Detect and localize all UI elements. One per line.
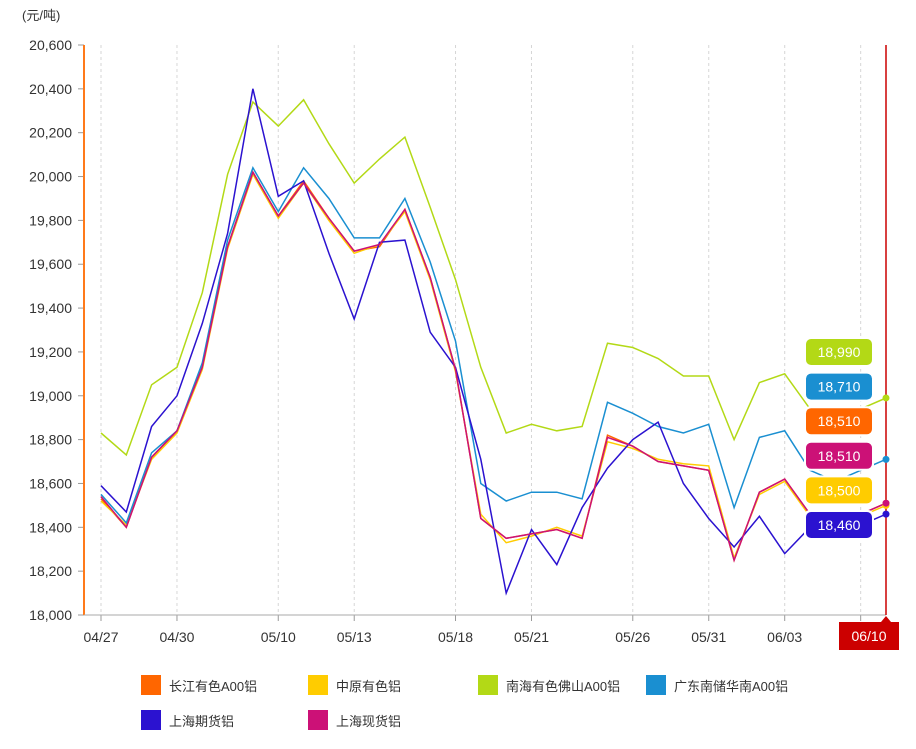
value-callout (806, 408, 872, 435)
series-line-3 (100, 166, 887, 525)
legend-label: 上海现货铝 (336, 713, 402, 729)
series-line-0 (100, 170, 887, 563)
value-callout (806, 339, 872, 365)
end-point-5 (882, 499, 890, 507)
legend-item[interactable]: 南海有色佛山A00铝 (478, 675, 620, 695)
value-callout (806, 477, 872, 504)
y-tick-label: 18,800 (29, 432, 72, 448)
y-tick-label: 18,200 (29, 563, 72, 579)
x-tick-label: 04/27 (83, 629, 118, 645)
cursor-date-pointer (881, 616, 891, 622)
value-callout-text: 18,710 (818, 379, 861, 395)
y-tick-label: 19,200 (29, 344, 72, 360)
y-unit-label: (元/吨) (22, 8, 60, 23)
y-tick-label: 20,600 (29, 37, 72, 53)
legend-item[interactable]: 上海现货铝 (308, 710, 401, 730)
legend-label: 中原有色铝 (336, 678, 402, 694)
value-callout-text: 18,500 (818, 482, 861, 498)
value-callout-text: 18,460 (818, 517, 861, 533)
value-callout-text: 18,990 (818, 344, 861, 360)
cursor-date-flag (839, 622, 899, 650)
y-tick-label: 18,000 (29, 607, 72, 623)
legend-swatch (646, 675, 666, 695)
legend-label: 长江有色A00铝 (169, 678, 258, 694)
overlay-layer: 18,990 18,710 18,510 18,510 18,500 18,460 06/1… (804, 45, 899, 650)
grid-layer (100, 45, 862, 615)
y-tick-label: 20,400 (29, 81, 72, 97)
legend-swatch (141, 675, 161, 695)
legend-item[interactable]: 中原有色铝 (308, 675, 401, 695)
y-tick-label: 19,400 (29, 300, 72, 316)
legend-label: 上海期货铝 (169, 713, 235, 729)
y-tick-label: 19,600 (29, 256, 72, 272)
x-tick-label: 05/31 (691, 629, 726, 645)
series-line-2 (100, 98, 887, 457)
cursor-date-text: 06/10 (851, 628, 886, 644)
y-tick-label: 19,800 (29, 212, 72, 228)
legend-swatch (141, 710, 161, 730)
y-tick-label: 18,600 (29, 475, 72, 491)
value-callout-text: 18,510 (818, 413, 861, 429)
x-tick-label: 04/30 (159, 629, 194, 645)
end-point-4 (882, 510, 890, 518)
series-line-4 (100, 88, 887, 596)
end-point-3 (882, 455, 890, 463)
x-tick-label: 05/18 (438, 629, 473, 645)
y-tick-label: 18,400 (29, 519, 72, 535)
x-tick-label: 05/21 (514, 629, 549, 645)
value-callout-text: 18,510 (818, 448, 861, 464)
value-callout (806, 512, 872, 538)
axis-layer: (元/吨) 04/27 04/30 05/10 05/13 05/18 05/21 05/26… (22, 8, 886, 645)
x-tick-label: 06/03 (767, 629, 802, 645)
x-tick-label: 05/10 (261, 629, 296, 645)
y-tick-label: 20,200 (29, 125, 72, 141)
legend-swatch (478, 675, 498, 695)
legend-label: 广东南储华南A00铝 (674, 678, 789, 694)
legend-label: 南海有色佛山A00铝 (506, 678, 621, 694)
legend-item[interactable]: 上海期货铝 (141, 710, 234, 730)
value-callout (806, 373, 872, 400)
series-line-5 (100, 170, 887, 563)
value-callout (806, 442, 872, 469)
y-tick-label: 20,000 (29, 169, 72, 185)
x-tick-label: 05/13 (337, 629, 372, 645)
y-tick-label: 19,000 (29, 388, 72, 404)
legend-item[interactable]: 广东南储华南A00铝 (646, 675, 788, 695)
line-chart: (元/吨) 04/27 04/30 05/10 05/13 05/18 05/21 05/26… (22, 8, 899, 650)
end-point-2 (882, 394, 890, 402)
legend-swatch (308, 710, 328, 730)
x-tick-label: 05/26 (615, 629, 650, 645)
legend-swatch (308, 675, 328, 695)
legend-item[interactable]: 长江有色A00铝 (141, 675, 257, 695)
series-line-1 (100, 172, 887, 561)
series-layer (100, 88, 887, 596)
